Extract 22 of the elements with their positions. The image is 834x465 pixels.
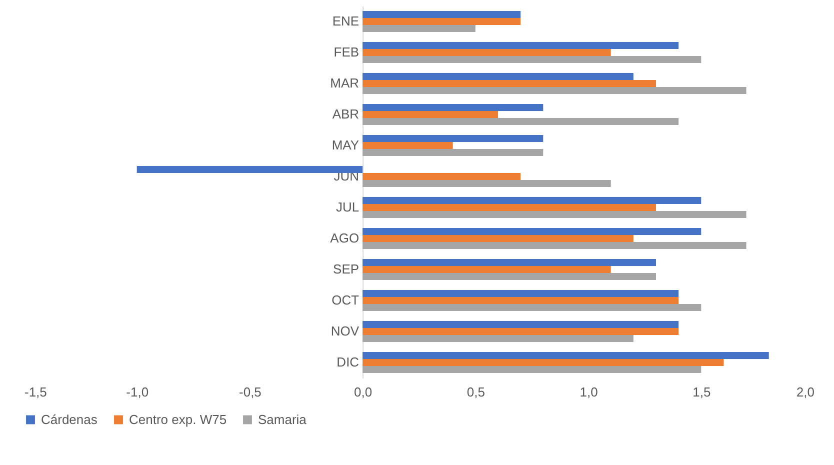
legend-label: Cárdenas [41, 412, 98, 427]
x-tick-label: 1,5 [692, 384, 711, 400]
x-tick-label: -0,5 [239, 384, 262, 400]
y-tick-label: NOV [330, 324, 360, 338]
y-tick-label: OCT [332, 292, 360, 308]
y-tick-label: SEP [333, 262, 360, 276]
y-tick-label: JUL [336, 200, 360, 214]
x-tick-label: 1,0 [580, 384, 598, 400]
y-tick-label: ABR [332, 106, 360, 122]
x-tick-label: -1,0 [126, 384, 149, 400]
x-tick-label: -1,5 [24, 384, 47, 400]
y-tick-label: MAR [330, 76, 360, 90]
y-tick-label: FEB [334, 44, 360, 60]
y-tick-label: ENE [332, 14, 360, 28]
x-tick-label: 0,0 [354, 384, 372, 400]
y-tick-label: DIC [336, 354, 360, 370]
y-tick-label: AGO [330, 230, 360, 246]
x-tick-label: 0,5 [466, 384, 485, 400]
x-tick-label: 2,0 [796, 384, 814, 400]
y-tick-label: MAY [332, 138, 360, 152]
legend-label: Centro exp. W75 [129, 412, 227, 427]
legend-label: Samaria [258, 412, 308, 427]
